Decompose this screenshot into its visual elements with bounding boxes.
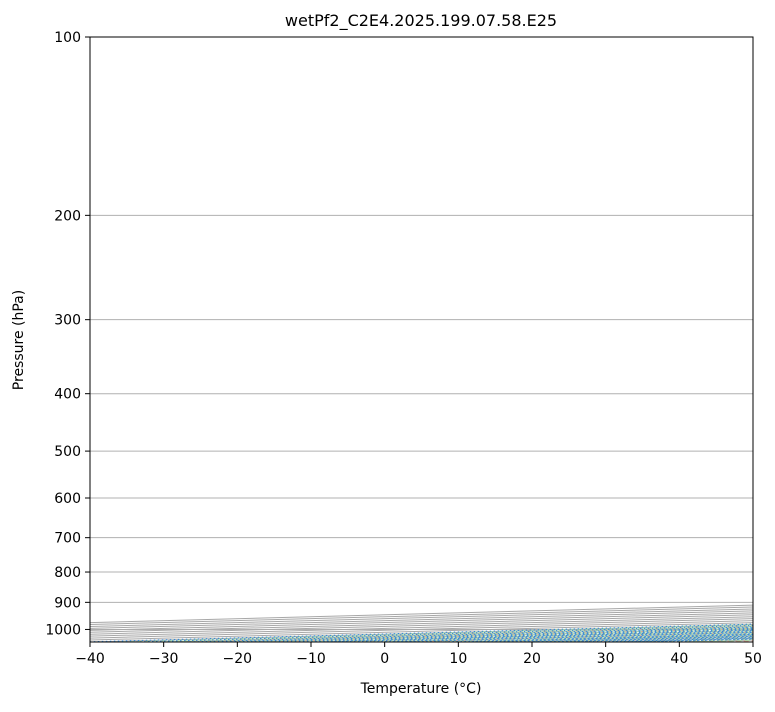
isotherm-line xyxy=(606,37,775,642)
moist-adiabat xyxy=(653,37,775,642)
x-tick-label: 20 xyxy=(523,651,541,667)
isotherm-line xyxy=(164,37,775,642)
moist-adiabat xyxy=(260,37,775,642)
background-lines xyxy=(0,37,775,642)
y-tick-label: 600 xyxy=(54,491,81,507)
moist-adiabat xyxy=(545,37,775,642)
y-tick-label: 900 xyxy=(54,595,81,611)
dry-adiabat xyxy=(189,37,775,642)
isotherm-line xyxy=(16,37,775,642)
x-tick-label: 0 xyxy=(380,651,389,667)
moist-adiabat xyxy=(617,37,775,642)
y-tick-label: 100 xyxy=(54,30,81,46)
x-tick-label: −10 xyxy=(296,651,326,667)
moist-adiabat xyxy=(187,37,775,642)
isotherm-line xyxy=(311,37,775,642)
dry-adiabat xyxy=(338,37,775,642)
moist-adiabat xyxy=(332,37,775,642)
x-tick-label: −20 xyxy=(223,651,253,667)
chart-title: wetPf2_C2E4.2025.199.07.58.E25 xyxy=(285,11,557,31)
dry-adiabat xyxy=(488,37,775,642)
isotherm-line xyxy=(0,37,775,642)
moist-adiabat xyxy=(114,37,775,642)
dry-adiabat xyxy=(562,37,775,642)
y-tick-label: 800 xyxy=(54,565,81,581)
y-tick-label: 500 xyxy=(54,444,81,460)
y-tick-label: 1000 xyxy=(45,622,81,638)
isotherm-line xyxy=(458,37,775,642)
isotherm-line xyxy=(679,37,775,642)
isotherm-line xyxy=(0,37,775,642)
moist-adiabat xyxy=(296,37,775,642)
isotherm-line xyxy=(237,37,775,642)
isotherm-line xyxy=(0,37,775,642)
moist-adiabat xyxy=(474,37,775,642)
dry-adiabat xyxy=(712,37,775,642)
moist-adiabat xyxy=(224,37,775,642)
isotherm-line xyxy=(0,37,775,642)
isotherm-line xyxy=(90,37,775,642)
mixing-ratio-line xyxy=(186,451,775,642)
x-tick-label: 40 xyxy=(670,651,688,667)
x-axis-label: Temperature (°C) xyxy=(360,681,482,697)
y-tick-label: 400 xyxy=(54,387,81,403)
y-tick-label: 700 xyxy=(54,531,81,547)
x-tick-label: 30 xyxy=(597,651,615,667)
isotherm-line xyxy=(0,37,775,642)
moist-adiabat xyxy=(368,37,775,642)
mixing-ratio-line xyxy=(326,451,775,642)
moist-adiabat xyxy=(509,37,775,642)
moist-adiabat xyxy=(439,37,775,642)
moist-adiabat xyxy=(581,37,775,642)
dry-adiabat xyxy=(637,37,775,642)
x-tick-label: 50 xyxy=(744,651,762,667)
isotherm-line xyxy=(385,37,775,642)
isotherm-line xyxy=(0,37,775,642)
y-axis: 100 200 300 400 500 600 700 800 900 1000 xyxy=(45,30,90,638)
y-tick-label: 200 xyxy=(54,208,81,224)
moist-adiabat xyxy=(689,37,775,642)
isotherm-line xyxy=(532,37,775,642)
y-axis-label: Pressure (hPa) xyxy=(11,290,27,390)
dry-adiabat xyxy=(264,37,775,642)
isotherm-line xyxy=(0,37,775,642)
mixing-ratio-line xyxy=(299,451,775,642)
x-axis: −40 −30 −20 −10 0 10 20 30 40 50 xyxy=(75,642,762,667)
y-tick-label: 300 xyxy=(54,313,81,329)
x-tick-label: 10 xyxy=(449,651,467,667)
moist-adiabat xyxy=(403,37,775,642)
moist-adiabat xyxy=(151,37,775,642)
isotherm-line xyxy=(0,37,775,642)
x-tick-label: −30 xyxy=(149,651,179,667)
dry-adiabat xyxy=(413,37,775,642)
x-tick-label: −40 xyxy=(75,651,105,667)
isotherm-line xyxy=(0,37,775,642)
plot-frame xyxy=(90,37,753,642)
isotherm-line xyxy=(753,37,775,642)
